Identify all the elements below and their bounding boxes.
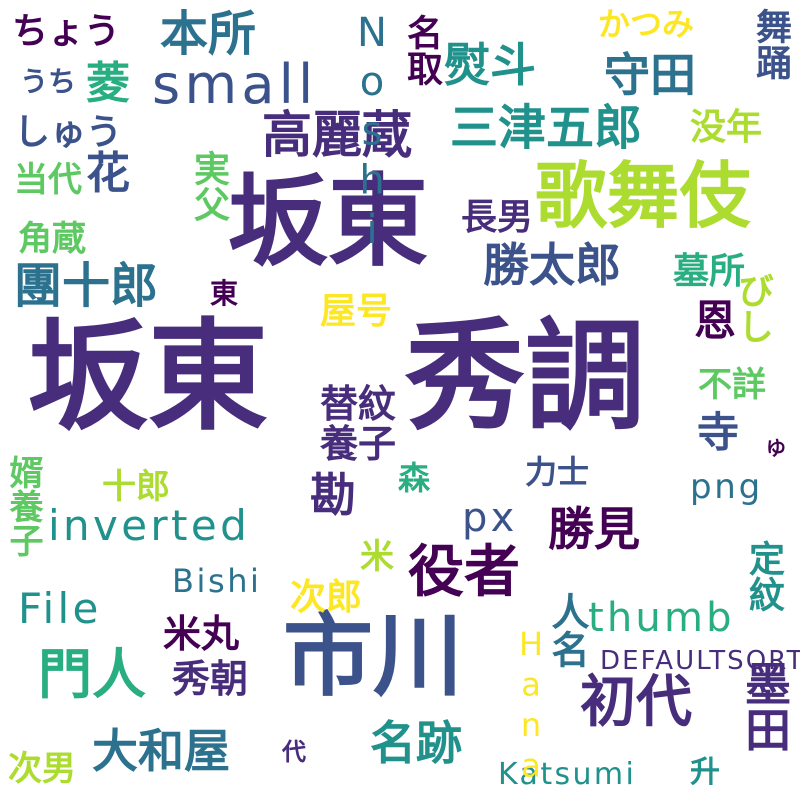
word-w51: 屋号 [320,291,393,332]
word-w12: 本所 [160,6,257,62]
word-w52: びし [732,272,773,344]
word-w37: 米丸 [163,612,240,656]
word-w47: 当代 [14,160,82,200]
word-w08: 門人 [38,643,146,706]
word-w40: DEFAULTSORT [600,646,800,676]
word-w38: Bishi [172,562,262,600]
word-w04: 市川 [283,604,463,709]
word-w14: 勝太郎 [483,238,621,292]
word-w13: 團十郎 [14,258,159,314]
word-w06: 役者 [408,540,520,605]
word-w30: 寺 [697,408,740,457]
word-w26: しゅう [14,112,123,153]
word-w23: File [18,584,102,633]
word-w54: ゆ [766,436,786,460]
word-w60: 米 [360,537,394,577]
word-w31: 勘 [310,468,356,522]
word-w59: 婿養子 [3,455,43,557]
word-w64: Hana [512,625,550,788]
word-w61: 次郎 [290,577,363,618]
word-w28: 名取 [401,14,442,86]
word-w21: 花 [86,148,130,199]
word-w11: small [152,53,318,116]
word-w53: 不詳 [698,365,766,405]
word-w50: 東 [210,277,239,310]
word-w67: 升 [690,755,720,790]
word-w39: Katsumi [498,757,637,792]
word-w41: 没年 [690,107,763,148]
word-w27: Noshi [349,10,395,256]
word-w43: 墓所 [673,251,746,292]
word-w34: 替紋 [320,382,397,426]
word-w16: 名跡 [370,716,462,770]
word-w42: 長男 [461,197,534,238]
word-w56: png [690,467,763,507]
word-w19: 熨斗 [444,38,536,92]
word-w44: かつみ [598,5,695,43]
word-w17: 勝見 [548,502,640,556]
word-w62: 定紋 [743,540,784,612]
word-w33: thumb [588,595,735,641]
word-w35: 養子 [320,422,397,466]
word-w20: 菱 [86,58,130,109]
word-w05: 歌舞伎 [535,154,752,238]
word-w07: 初代 [580,670,692,735]
word-w45: 舞踊 [750,8,791,80]
word-w15: 大和屋 [92,724,230,778]
word-w66: 次男 [8,749,76,789]
word-w09: 高麗蔵 [262,106,412,164]
word-w10: 三津五郎 [450,100,643,156]
word-w48: 実父 [188,150,229,222]
word-w01: 坂東 [28,308,268,447]
word-w46: うち [20,65,77,98]
word-w63: 人名 [545,592,589,668]
word-w03: 坂東 [228,163,428,280]
word-w32: px [462,495,518,541]
word-w36: 秀朝 [172,657,249,701]
word-w65: 代 [282,738,306,766]
word-w29: 恩 [694,296,737,345]
word-w18: 守田 [604,48,696,102]
word-w02: 秀調 [405,308,645,447]
word-w24: 墨田 [738,660,792,752]
word-w25: ちょう [12,11,121,52]
word-w55: 力士 [525,453,590,491]
word-w22: inverted [48,501,251,550]
word-w49: 角蔵 [18,219,86,259]
word-w57: 十郎 [102,467,170,507]
word-w58: 森 [398,459,431,497]
